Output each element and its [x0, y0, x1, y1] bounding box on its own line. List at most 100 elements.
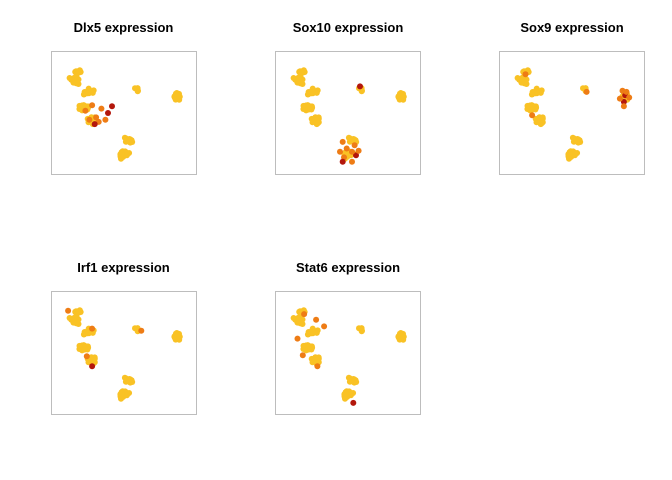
panel-title: Sox10 expression [293, 20, 404, 35]
mid-expression-point [337, 148, 343, 155]
cell-point [76, 102, 83, 109]
cell-point [569, 134, 576, 141]
mid-expression-point [89, 325, 96, 332]
panel-stat6: Stat6 expression [275, 260, 421, 415]
mid-expression-point [86, 116, 93, 123]
cell-point [353, 379, 360, 385]
mid-expression-point [616, 95, 623, 102]
panel-sox10: Sox10 expression [275, 20, 421, 175]
panel-title: Dlx5 expression [74, 20, 174, 35]
high-expression-point [109, 103, 115, 110]
plot-frame [51, 51, 197, 175]
mid-expression-point [626, 94, 633, 101]
mid-expression-point [93, 114, 100, 121]
cell-point [534, 89, 540, 96]
cell-point [539, 120, 545, 126]
point-layer [66, 67, 183, 162]
mid-expression-point [355, 147, 362, 154]
high-expression-point [91, 121, 98, 128]
point-layer [65, 307, 183, 402]
cell-point [345, 134, 352, 141]
mid-expression-point [623, 88, 630, 95]
mid-expression-point [301, 311, 308, 318]
cell-point [134, 85, 141, 92]
high-expression-point [353, 152, 359, 159]
cell-point [174, 93, 181, 100]
plot-frame [275, 51, 421, 175]
cell-point [312, 354, 319, 361]
mid-expression-point [339, 138, 346, 145]
point-layer [290, 307, 407, 406]
cell-point [310, 89, 316, 96]
point-layer [290, 67, 407, 165]
point-layer [514, 67, 633, 162]
mid-expression-point [349, 148, 355, 155]
high-expression-point [620, 98, 627, 105]
cell-point [565, 151, 572, 158]
cell-point [398, 333, 405, 340]
mid-expression-point [583, 88, 590, 95]
panel-dlx5: Dlx5 expression [51, 20, 197, 175]
mid-expression-point [620, 103, 627, 110]
cell-point [129, 379, 136, 385]
cell-point [71, 314, 78, 321]
panel-title: Stat6 expression [296, 260, 400, 275]
mid-expression-point [522, 71, 529, 78]
cell-point [305, 106, 312, 113]
mid-expression-point [102, 116, 109, 123]
cell-point [174, 333, 181, 340]
high-expression-point [339, 158, 346, 165]
cell-point [295, 74, 302, 81]
mid-expression-point [314, 363, 321, 370]
cell-point [315, 120, 321, 126]
cell-point [81, 346, 88, 353]
cell-point [118, 155, 124, 162]
mid-expression-point [529, 112, 536, 119]
cell-point [118, 395, 124, 402]
cell-point [342, 395, 348, 402]
high-expression-point [105, 110, 111, 116]
cell-point [312, 114, 319, 121]
cell-point [88, 354, 95, 361]
cell-point [310, 329, 316, 336]
cell-point [71, 74, 78, 81]
mid-expression-point [313, 316, 320, 323]
mid-expression-point [98, 105, 105, 112]
mid-expression-point [349, 158, 355, 165]
high-expression-point [89, 363, 96, 370]
mid-expression-point [82, 107, 89, 114]
panel-title: Irf1 expression [77, 260, 170, 275]
mid-expression-point [89, 102, 96, 109]
panel-title: Sox9 expression [520, 20, 623, 35]
mid-expression-point [351, 142, 358, 149]
cell-point [341, 391, 348, 398]
cell-point [536, 114, 543, 121]
mid-expression-point [343, 145, 350, 152]
cell-point [300, 342, 307, 349]
high-expression-point [350, 399, 357, 406]
cell-point [86, 89, 92, 96]
panel-sox9: Sox9 expression [499, 20, 645, 175]
mid-expression-point [138, 327, 145, 334]
mid-expression-point [65, 307, 72, 314]
mid-expression-point [294, 335, 301, 342]
cell-point [295, 314, 302, 321]
cell-point [577, 139, 584, 145]
cell-point [121, 374, 128, 381]
panel-irf1: Irf1 expression [51, 260, 197, 415]
cell-point [524, 102, 531, 109]
cell-point [358, 325, 365, 332]
plot-frame [499, 51, 645, 175]
high-expression-point [357, 83, 363, 90]
cell-point [117, 151, 124, 158]
cell-point [345, 374, 352, 381]
cell-point [121, 134, 128, 141]
cell-point [398, 93, 405, 100]
cell-point [129, 139, 136, 145]
mid-expression-point [299, 352, 306, 359]
cell-point [566, 155, 572, 162]
plot-frame [51, 291, 197, 415]
cell-point [529, 106, 536, 113]
cell-point [117, 391, 124, 398]
